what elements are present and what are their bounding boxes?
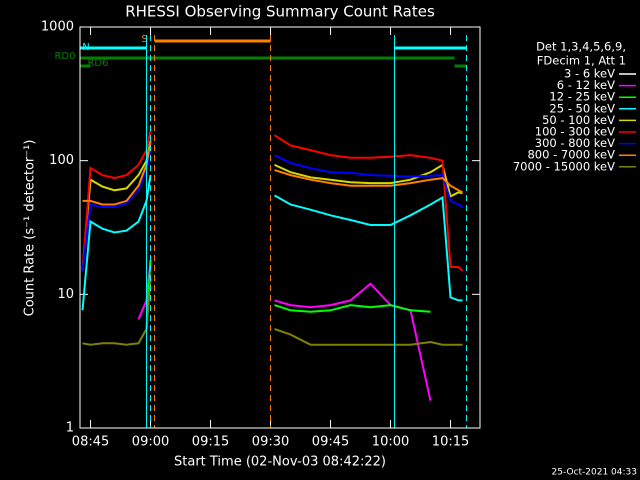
- series-line: [81, 149, 464, 271]
- legend-header: Det 1,3,4,5,6,9,: [536, 40, 626, 54]
- y-axis-label: Count Rate (s⁻¹ detector⁻¹): [23, 140, 38, 317]
- x-tick-label: 09:00: [132, 435, 169, 450]
- legend-label: 800 - 7000 keV: [527, 148, 615, 162]
- timestamp: 25-Oct-2021 04:33: [552, 468, 637, 478]
- y-tick-label: 100: [49, 153, 74, 168]
- flag-label: N: [82, 42, 89, 53]
- legend-label: 100 - 300 keV: [535, 125, 615, 139]
- x-tick-label: 09:45: [312, 435, 349, 450]
- y-tick-label: 1: [66, 421, 74, 436]
- legend-label: 6 - 12 keV: [557, 78, 615, 92]
- chart-title: RHESSI Observing Summary Count Rates: [125, 3, 435, 21]
- legend-label: 7000 - 15000 keV: [513, 159, 615, 173]
- x-tick-label: 10:15: [432, 435, 469, 450]
- x-axis-label: Start Time (02-Nov-03 08:42:22): [174, 455, 386, 470]
- y-tick-label: 10: [57, 287, 74, 302]
- legend-label: 50 - 100 keV: [542, 113, 615, 127]
- flag-label: S: [141, 34, 147, 45]
- y-tick-label: 1000: [41, 20, 74, 35]
- series-line: [81, 129, 464, 272]
- series-line: [81, 140, 463, 271]
- series-line: [82, 140, 463, 206]
- x-tick-label: 08:45: [72, 435, 109, 450]
- legend-label: 3 - 6 keV: [564, 67, 615, 81]
- legend-label: 25 - 50 keV: [549, 101, 615, 115]
- legend-label: 12 - 25 keV: [549, 90, 615, 104]
- series-line: [81, 174, 463, 311]
- x-tick-label: 10:00: [372, 435, 409, 450]
- legend-header: FDecim 1, Att 1: [537, 54, 626, 68]
- x-tick-label: 09:15: [192, 435, 229, 450]
- series-line: [82, 279, 463, 346]
- plot-frame: [79, 26, 481, 429]
- flag-label: RD6: [87, 58, 108, 69]
- x-tick-label: 09:30: [252, 435, 289, 450]
- flag-label: RD0: [54, 51, 75, 62]
- legend-label: 300 - 800 keV: [535, 136, 615, 150]
